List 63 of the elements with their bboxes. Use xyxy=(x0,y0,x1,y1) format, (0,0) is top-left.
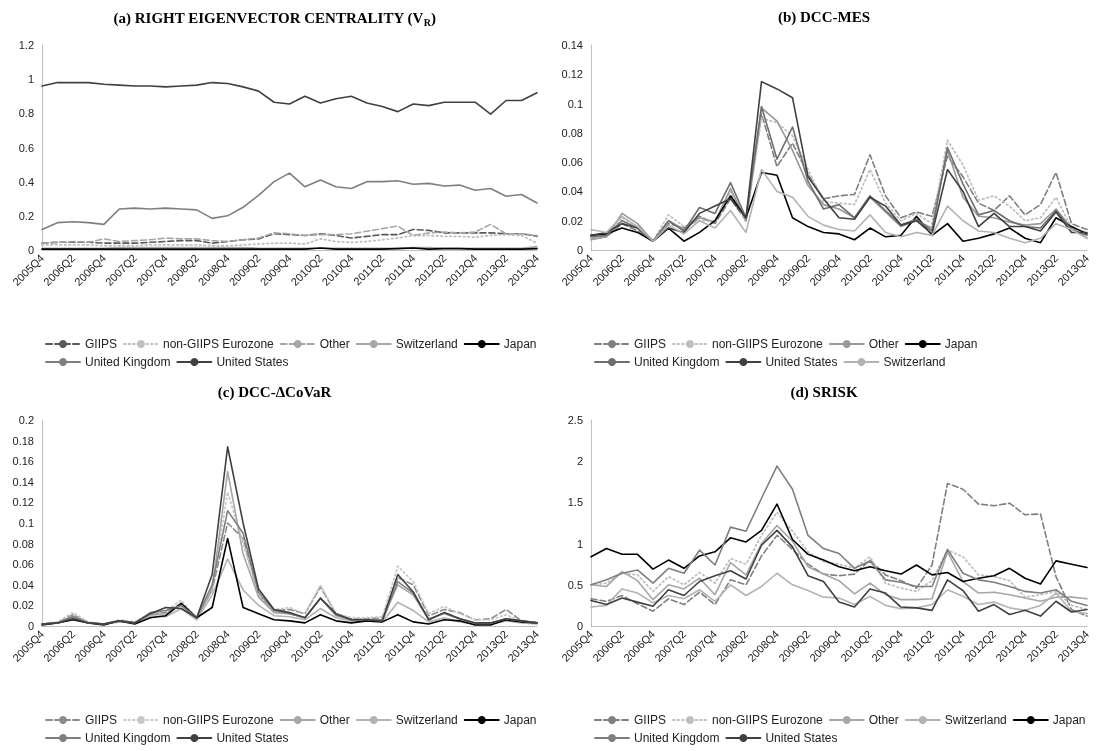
y-tick-label: 2.5 xyxy=(567,414,583,426)
y-tick-label: 0 xyxy=(27,244,34,256)
chart-title: (c) DCC-ΔCoVaR xyxy=(217,383,332,401)
legend-label: Switzerland xyxy=(944,713,1007,727)
legend-label: United States xyxy=(765,355,838,369)
legend-label: GIIPS xyxy=(634,337,667,351)
y-tick-label: 2 xyxy=(576,455,583,468)
y-tick-label: 0.1 xyxy=(567,97,583,110)
legend-label: non-GIIPS Eurozone xyxy=(712,337,824,351)
y-tick-label: 0.18 xyxy=(12,434,34,447)
y-tick-label: 0.02 xyxy=(561,214,583,227)
y-tick-label: 0.4 xyxy=(18,175,34,188)
y-tick-label: 1 xyxy=(27,73,34,86)
legend-label: United States xyxy=(765,731,838,745)
y-tick-label: 0.14 xyxy=(561,39,583,51)
y-tick-label: 0.06 xyxy=(561,156,583,169)
legend-label: United Kingdom xyxy=(634,355,720,369)
legend-label: non-GIIPS Eurozone xyxy=(712,713,824,727)
y-tick-label: 0.14 xyxy=(12,475,34,488)
y-tick-label: 1 xyxy=(576,537,583,550)
legend-label: Other xyxy=(868,713,899,727)
y-tick-label: 0.16 xyxy=(12,455,34,468)
legend-label: Japan xyxy=(1052,713,1086,727)
legend-label: Japan xyxy=(503,337,537,351)
y-tick-label: 1.2 xyxy=(18,39,34,51)
y-tick-label: 0 xyxy=(576,244,583,256)
legend-label: United States xyxy=(216,731,289,745)
legend-label: United States xyxy=(216,355,289,369)
legend-label: Switzerland xyxy=(883,355,946,369)
y-tick-label: 0.12 xyxy=(12,496,34,509)
legend-label: United Kingdom xyxy=(85,355,171,369)
legend-label: GIIPS xyxy=(85,337,118,351)
chart-title: (d) SRISK xyxy=(790,383,858,401)
chart-title: (b) DCC-MES xyxy=(777,8,871,26)
y-tick-label: 0.6 xyxy=(18,141,34,154)
legend-label: Other xyxy=(319,713,350,727)
y-tick-label: 0.06 xyxy=(12,558,34,571)
y-tick-label: 0.04 xyxy=(12,578,34,591)
y-tick-label: 0.08 xyxy=(12,537,34,550)
y-tick-label: 1.5 xyxy=(567,496,583,509)
legend-label: Switzerland xyxy=(395,337,458,351)
y-tick-label: 0.8 xyxy=(18,107,34,120)
legend-label: non-GIIPS Eurozone xyxy=(163,337,275,351)
legend-label: United Kingdom xyxy=(634,731,720,745)
y-tick-label: 0.12 xyxy=(561,68,583,81)
y-tick-label: 0.04 xyxy=(561,185,583,198)
legend-label: Switzerland xyxy=(395,713,458,727)
y-tick-label: 0 xyxy=(576,620,583,632)
legend-label: Japan xyxy=(503,713,537,727)
legend-label: Other xyxy=(868,337,899,351)
legend-label: Japan xyxy=(944,337,978,351)
y-tick-label: 0.5 xyxy=(567,578,583,591)
legend-label: GIIPS xyxy=(634,713,667,727)
legend-label: non-GIIPS Eurozone xyxy=(163,713,275,727)
y-tick-label: 0.02 xyxy=(12,599,34,612)
y-tick-label: 0.08 xyxy=(561,126,583,139)
y-tick-label: 0.2 xyxy=(18,414,34,426)
y-tick-label: 0.1 xyxy=(18,517,34,529)
legend-label: Other xyxy=(319,337,350,351)
y-tick-label: 0.2 xyxy=(18,209,34,222)
legend-label: United Kingdom xyxy=(85,731,171,745)
y-tick-label: 0 xyxy=(27,620,34,632)
legend-label: GIIPS xyxy=(85,713,118,727)
